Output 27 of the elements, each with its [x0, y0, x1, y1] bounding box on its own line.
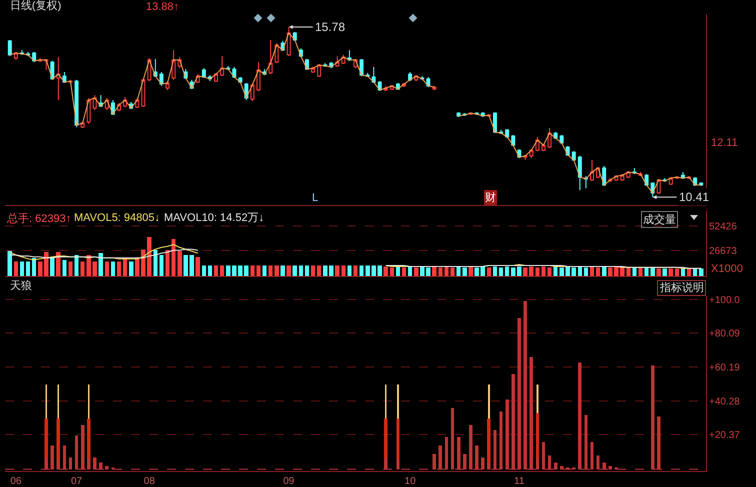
x-tick-label: 09 — [283, 476, 295, 487]
text: X1000 — [711, 263, 743, 275]
annotation: 成交量 — [643, 213, 676, 226]
x-tick-label: 07 — [70, 476, 83, 487]
y-tick-label: 52426 — [709, 221, 738, 232]
y-tick-label: +100.0 — [709, 294, 740, 306]
annotation: 15.78 — [315, 20, 346, 34]
annotation: MAVOL5: 94805↓ — [74, 212, 160, 224]
chart-title: 天狼 — [10, 278, 32, 292]
chart-title: 日线(复权) — [10, 0, 62, 12]
annotation: MAVOL10: 14.52万↓ — [164, 212, 264, 224]
text: 12.11 — [711, 137, 738, 149]
y-tick-label: +20.37 — [709, 430, 740, 442]
x-tick-label: 10 — [404, 476, 416, 487]
text: 13.88↑ — [146, 1, 180, 13]
text: 指标说明 — [659, 282, 704, 294]
annotation: 10.41 — [679, 190, 710, 204]
annotation: 总手: 62393↑ — [6, 212, 72, 225]
annotation: 财 — [485, 191, 496, 204]
y-tick-label: +60.19 — [709, 362, 740, 374]
y-tick-label: +40.28 — [709, 396, 740, 408]
x-tick-label: 06 — [10, 476, 22, 487]
y-tick-label: +80.09 — [709, 328, 740, 340]
x-tick-label: 11 — [514, 476, 525, 487]
x-tick-label: 08 — [144, 476, 156, 487]
annotation: L — [312, 192, 318, 204]
y-tick-label: 26673 — [709, 246, 738, 258]
